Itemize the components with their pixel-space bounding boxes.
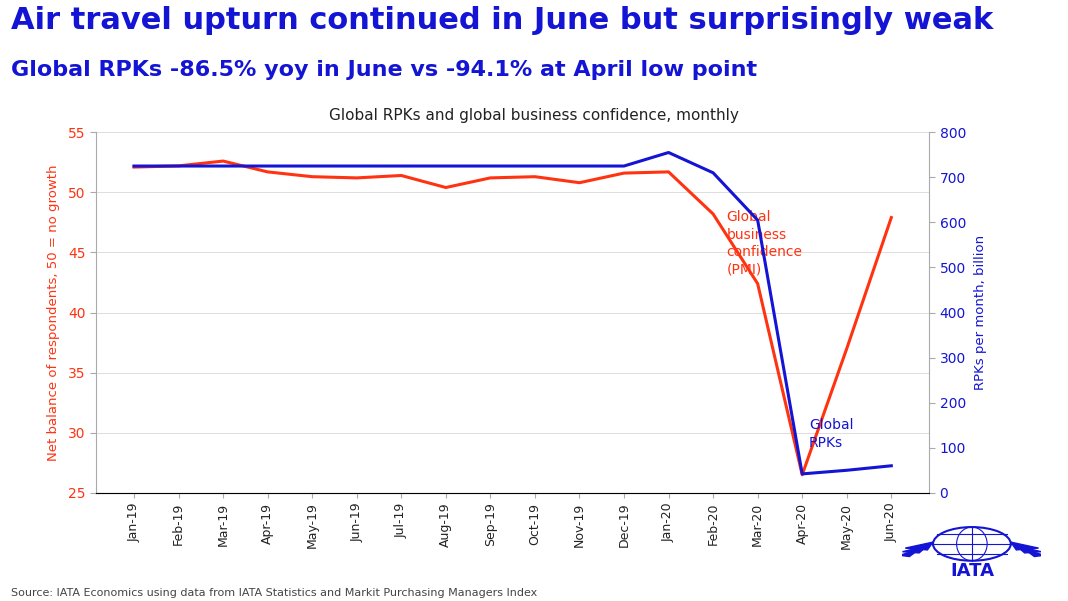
Text: Air travel upturn continued in June but surprisingly weak: Air travel upturn continued in June but … xyxy=(11,6,993,35)
Text: Global
business
confidence
(PMI): Global business confidence (PMI) xyxy=(726,210,802,276)
Text: IATA: IATA xyxy=(949,562,994,580)
Polygon shape xyxy=(1010,542,1038,550)
Y-axis label: RPKs per month, billion: RPKs per month, billion xyxy=(974,235,987,390)
Polygon shape xyxy=(1017,546,1041,553)
Polygon shape xyxy=(906,542,933,550)
Text: Global
RPKs: Global RPKs xyxy=(808,418,853,450)
Text: Source: IATA Economics using data from IATA Statistics and Markit Purchasing Man: Source: IATA Economics using data from I… xyxy=(11,588,537,598)
Polygon shape xyxy=(899,549,920,557)
Y-axis label: Net balance of respondents, 50 = no growth: Net balance of respondents, 50 = no grow… xyxy=(47,164,60,461)
Text: Global RPKs and global business confidence, monthly: Global RPKs and global business confiden… xyxy=(329,108,739,123)
Text: Global RPKs -86.5% yoy in June vs -94.1% at April low point: Global RPKs -86.5% yoy in June vs -94.1%… xyxy=(11,60,757,80)
Polygon shape xyxy=(1024,549,1045,557)
Polygon shape xyxy=(902,546,927,553)
